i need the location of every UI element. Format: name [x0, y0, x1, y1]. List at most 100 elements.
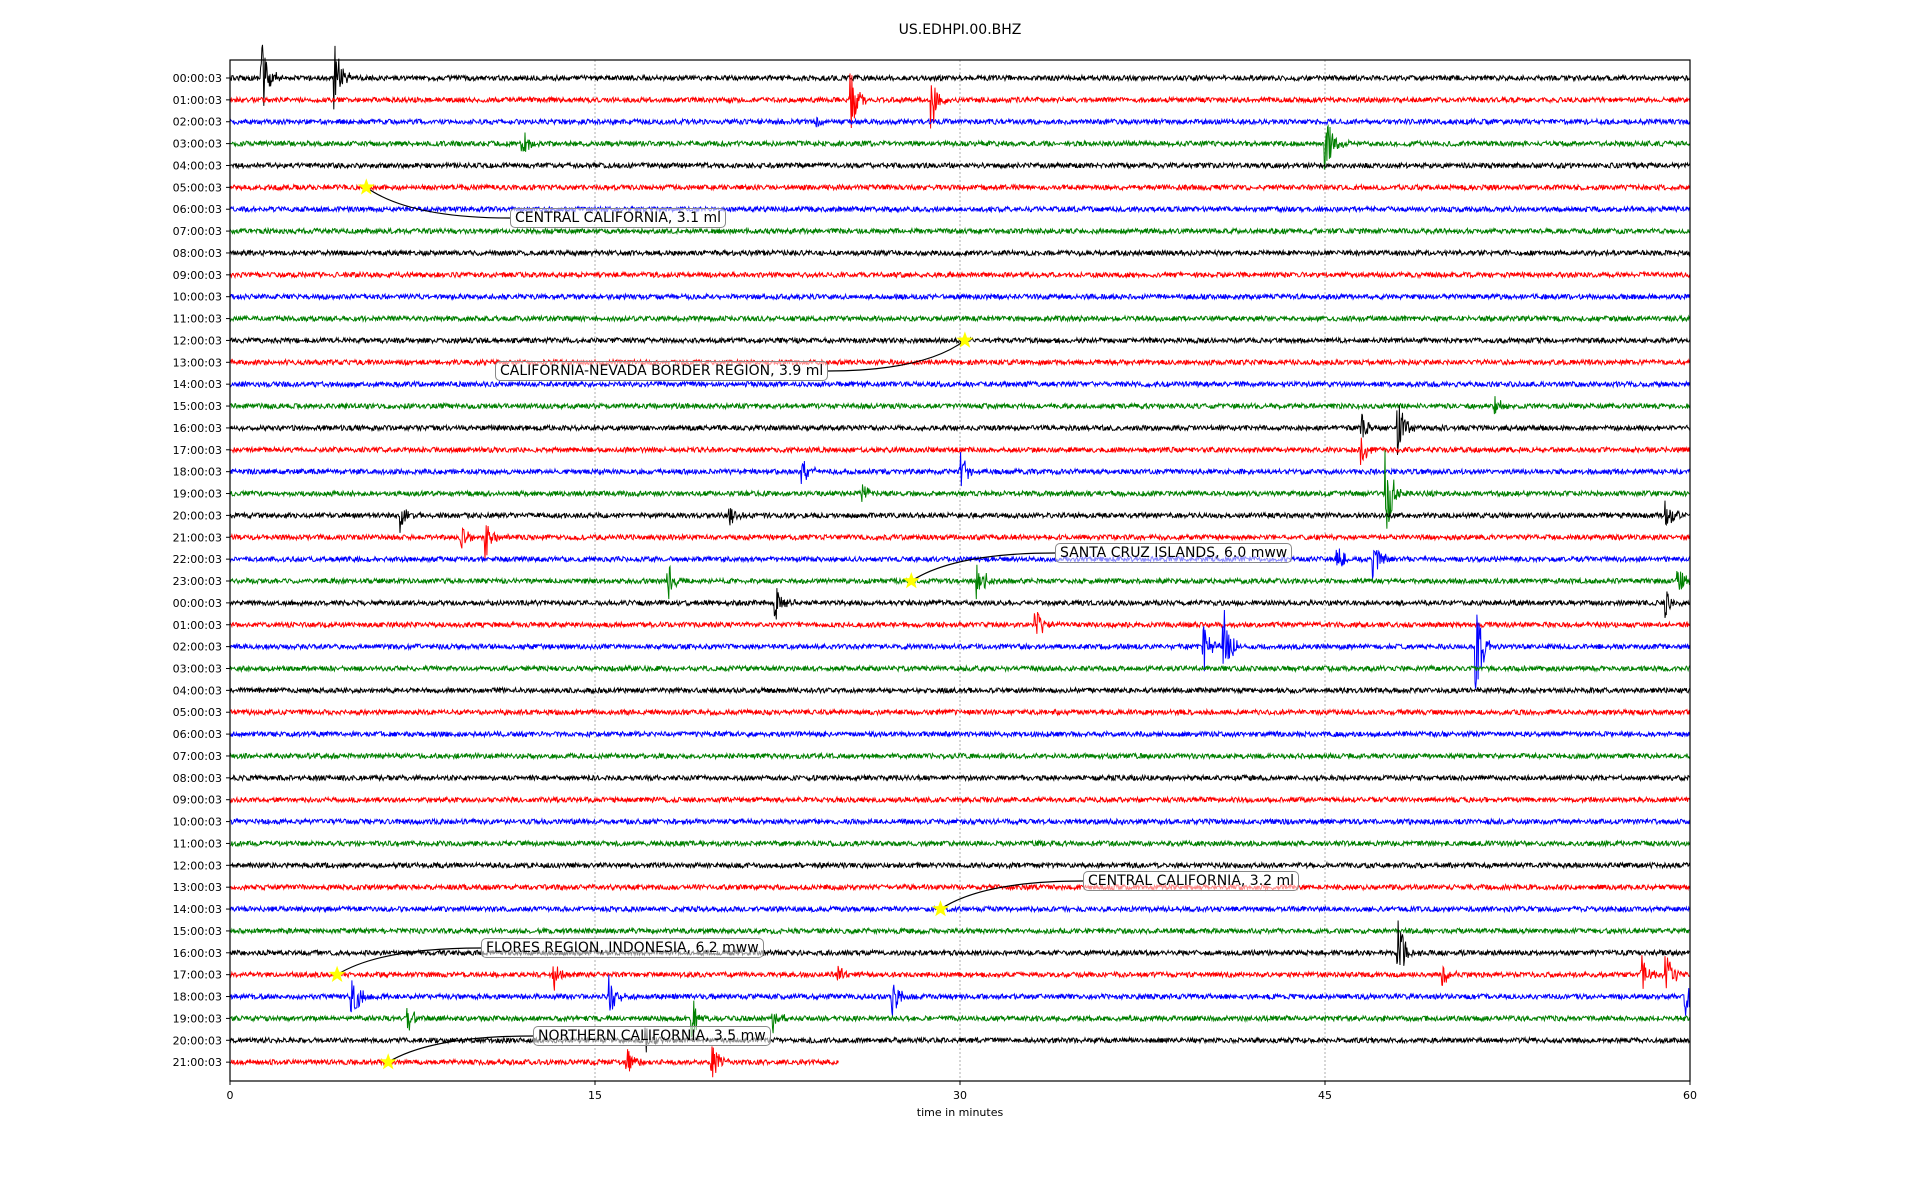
- trace-18: [229, 452, 1691, 487]
- y-tick-label: 15:00:03: [173, 400, 222, 413]
- y-tick-label: 14:00:03: [173, 378, 222, 391]
- y-tick-label: 15:00:03: [173, 925, 222, 938]
- y-tick-label: 21:00:03: [173, 1056, 222, 1069]
- x-tick-label: 45: [1318, 1089, 1332, 1102]
- trace-27: [229, 664, 1691, 673]
- x-tick-label: 30: [953, 1089, 967, 1102]
- y-tick-label: 09:00:03: [173, 794, 222, 807]
- y-tick-label: 12:00:03: [173, 859, 222, 872]
- trace-35: [229, 839, 1691, 848]
- y-tick-label: 09:00:03: [173, 269, 222, 282]
- y-tick-label: 16:00:03: [173, 422, 222, 435]
- trace-24: [229, 588, 1691, 620]
- y-tick-label: 11:00:03: [173, 837, 222, 850]
- x-tick-label: 0: [227, 1089, 234, 1102]
- trace-19: [229, 450, 1691, 529]
- trace-44: [229, 1027, 1691, 1053]
- trace-2: [229, 116, 1691, 128]
- trace-39: [229, 926, 1691, 936]
- trace-43: [229, 1000, 1690, 1038]
- trace-37: [229, 882, 1691, 892]
- annotation-connector: [911, 552, 1056, 582]
- y-tick-label: 07:00:03: [173, 750, 222, 763]
- event-star-icon: [379, 1053, 397, 1070]
- trace-10: [229, 292, 1691, 302]
- y-tick-label: 17:00:03: [173, 444, 222, 457]
- y-tick-label: 05:00:03: [173, 706, 222, 719]
- trace-14: [229, 379, 1691, 389]
- event-star-icon: [902, 572, 920, 589]
- event-label: CALIFORNIA-NEVADA BORDER REGION, 3.9 ml: [495, 361, 829, 381]
- trace-45: [229, 1046, 839, 1078]
- event-label: CENTRAL CALIFORNIA, 3.2 ml: [1083, 871, 1300, 891]
- trace-32: [229, 773, 1691, 783]
- trace-21: [229, 525, 1691, 560]
- y-tick-label: 06:00:03: [173, 728, 222, 741]
- y-tick-label: 08:00:03: [173, 247, 222, 260]
- trace-29: [229, 707, 1691, 717]
- y-tick-label: 12:00:03: [173, 334, 222, 347]
- y-tick-label: 04:00:03: [173, 159, 222, 172]
- y-tick-label: 04:00:03: [173, 684, 222, 697]
- y-tick-label: 16:00:03: [173, 947, 222, 960]
- trace-20: [229, 500, 1691, 533]
- y-tick-label: 20:00:03: [173, 509, 222, 522]
- trace-33: [229, 795, 1691, 805]
- y-tick-label: 18:00:03: [173, 466, 222, 479]
- trace-40: [229, 920, 1691, 966]
- trace-8: [229, 248, 1691, 258]
- trace-9: [229, 270, 1691, 280]
- x-tick-label: 15: [588, 1089, 602, 1102]
- y-tick-label: 10:00:03: [173, 291, 222, 304]
- trace-22: [229, 548, 1691, 579]
- annotation-connector: [827, 339, 966, 372]
- y-tick-label: 11:00:03: [173, 313, 222, 326]
- trace-11: [229, 314, 1691, 323]
- trace-13: [229, 357, 1691, 367]
- trace-25: [229, 612, 1691, 634]
- annotation-connector: [387, 1035, 534, 1063]
- y-tick-label: 07:00:03: [173, 225, 222, 238]
- y-tick-label: 05:00:03: [173, 181, 222, 194]
- event-label: NORTHERN CALIFORNIA, 3.5 mw: [533, 1026, 771, 1046]
- trace-30: [229, 729, 1691, 739]
- y-tick-label: 03:00:03: [173, 138, 222, 151]
- trace-38: [229, 904, 1691, 914]
- y-tick-label: 14:00:03: [173, 903, 222, 916]
- trace-1: [229, 73, 1691, 129]
- y-tick-label: 17:00:03: [173, 969, 222, 982]
- trace-0: [229, 44, 1691, 110]
- y-tick-label: 21:00:03: [173, 531, 222, 544]
- event-star-icon: [956, 331, 974, 348]
- trace-4: [230, 161, 1691, 170]
- trace-16: [229, 405, 1691, 455]
- event-star-icon: [357, 178, 375, 195]
- event-label: FLORES REGION, INDONESIA, 6.2 mww: [481, 938, 764, 958]
- y-tick-label: 02:00:03: [173, 116, 222, 129]
- annotation-connector: [365, 186, 511, 219]
- y-tick-label: 22:00:03: [173, 553, 222, 566]
- y-tick-label: 02:00:03: [173, 641, 222, 654]
- trace-26: [229, 609, 1691, 689]
- y-tick-label: 18:00:03: [173, 991, 222, 1004]
- trace-41: [229, 955, 1691, 991]
- trace-23: [229, 564, 1691, 600]
- chart-title: US.EDHPI.00.BHZ: [898, 22, 1022, 38]
- y-tick-label: 19:00:03: [173, 1012, 222, 1025]
- event-star-icon: [328, 965, 346, 982]
- trace-28: [229, 685, 1691, 695]
- y-tick-label: 01:00:03: [173, 619, 222, 632]
- y-tick-label: 13:00:03: [173, 881, 222, 894]
- trace-6: [229, 204, 1691, 214]
- y-tick-label: 20:00:03: [173, 1034, 222, 1047]
- trace-42: [229, 974, 1691, 1016]
- y-tick-label: 03:00:03: [173, 662, 222, 675]
- y-tick-label: 00:00:03: [173, 597, 222, 610]
- x-axis-label: time in minutes: [917, 1106, 1004, 1119]
- y-tick-label: 00:00:03: [173, 72, 222, 85]
- event-star-icon: [932, 900, 950, 917]
- y-tick-label: 13:00:03: [173, 356, 222, 369]
- y-tick-label: 08:00:03: [173, 772, 222, 785]
- trace-36: [229, 860, 1691, 870]
